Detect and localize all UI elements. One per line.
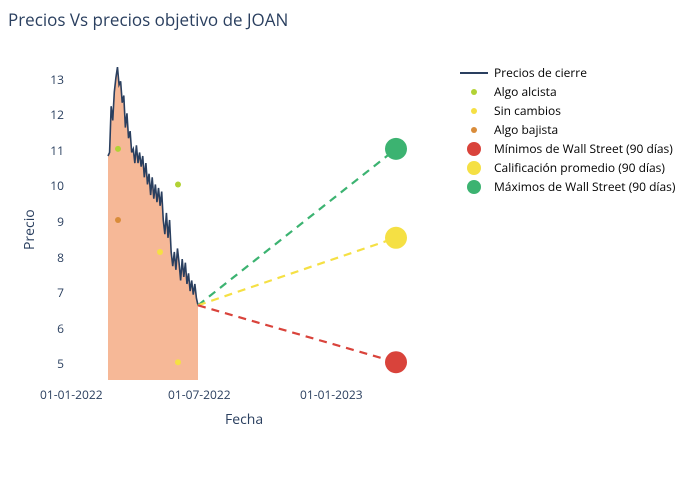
promedio-line <box>198 238 396 306</box>
y-tick: 9 <box>34 213 64 230</box>
legend-label: Máximos de Wall Street (90 días) <box>494 178 675 195</box>
legend-dot-icon <box>467 180 481 194</box>
minimos-dot <box>385 351 407 373</box>
y-tick: 11 <box>34 142 64 159</box>
y-tick: 10 <box>34 177 64 194</box>
y-tick: 6 <box>34 320 64 337</box>
y-tick: 7 <box>34 284 64 301</box>
closing-fill <box>108 67 198 380</box>
sin-cambios-dot <box>157 249 163 255</box>
sin-cambios-dot <box>175 359 181 365</box>
legend-label: Sin cambios <box>494 102 561 119</box>
y-tick: 12 <box>34 106 64 123</box>
legend-item[interactable]: Sin cambios <box>460 102 675 119</box>
legend-dot-icon <box>467 142 481 156</box>
legend-line-swatch <box>460 72 488 74</box>
y-tick: 8 <box>34 249 64 266</box>
legend-dot-icon <box>471 89 477 95</box>
x-tick: 01-01-2022 <box>40 386 103 403</box>
legend-item[interactable]: Algo bajista <box>460 121 675 138</box>
legend-label: Algo alcista <box>494 83 557 100</box>
legend-item[interactable]: Máximos de Wall Street (90 días) <box>460 178 675 195</box>
legend-item[interactable]: Mínimos de Wall Street (90 días) <box>460 140 675 157</box>
legend-item[interactable]: Precios de cierre <box>460 64 675 81</box>
legend-label: Algo bajista <box>494 121 558 138</box>
y-tick: 5 <box>34 355 64 372</box>
legend-dot-icon <box>467 161 481 175</box>
legend-item[interactable]: Calificación promedio (90 días) <box>460 159 675 176</box>
legend: Precios de cierre Algo alcista Sin cambios… <box>460 64 675 197</box>
legend-label: Mínimos de Wall Street (90 días) <box>494 140 673 157</box>
x-tick: 01-01-2023 <box>300 386 363 403</box>
legend-label: Calificación promedio (90 días) <box>494 159 665 176</box>
algo-bajista-dot <box>115 217 121 223</box>
legend-dot-icon <box>471 127 477 133</box>
legend-dot-icon <box>471 108 477 114</box>
promedio-dot <box>385 227 407 249</box>
minimos-line <box>198 305 396 362</box>
x-tick: 01-07-2022 <box>168 386 231 403</box>
legend-item[interactable]: Algo alcista <box>460 83 675 100</box>
maximos-line <box>198 149 396 305</box>
algo-alcista-dot <box>175 181 181 187</box>
algo-alcista-dot <box>115 146 121 152</box>
legend-label: Precios de cierre <box>494 64 587 81</box>
y-tick: 13 <box>34 71 64 88</box>
chart-container: Precios Vs precios objetivo de JOAN Fech… <box>0 0 700 500</box>
maximos-dot <box>385 138 407 160</box>
